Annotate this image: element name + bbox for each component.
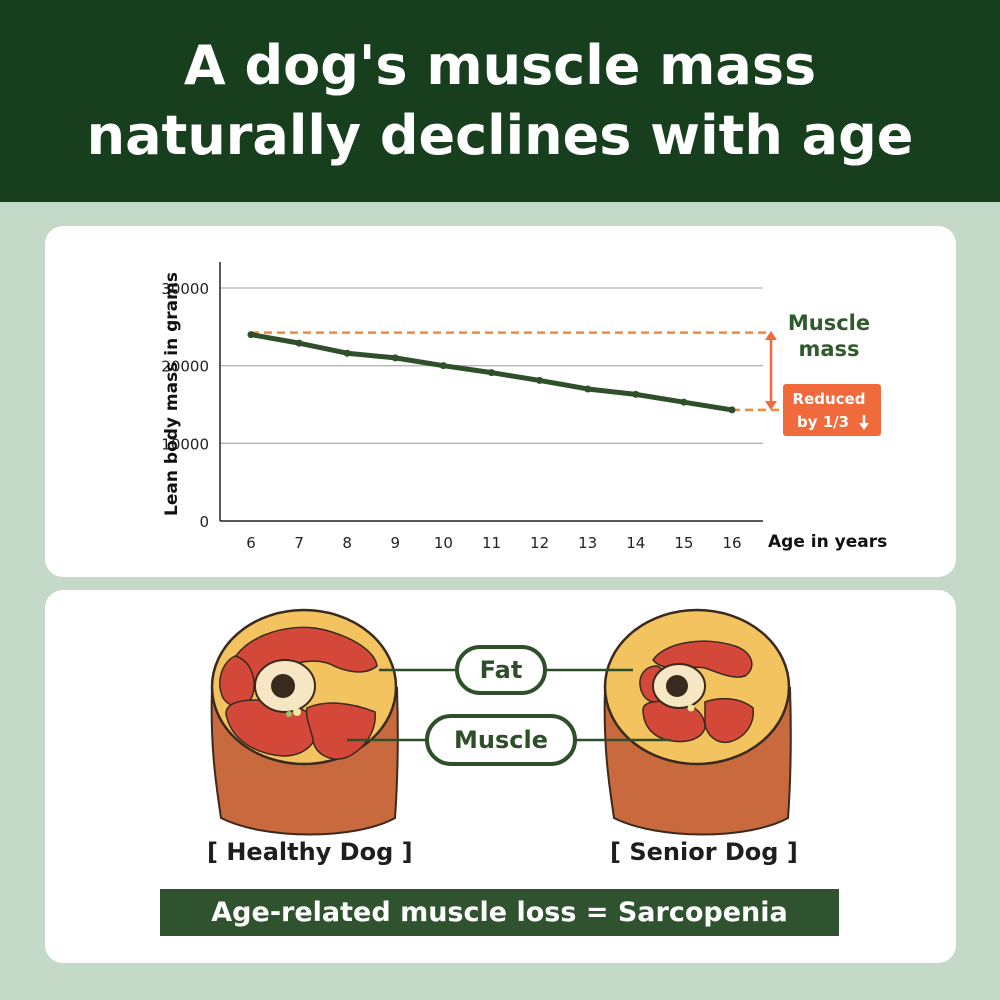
muscle-label: Muscle: [425, 714, 577, 766]
leg-cross-sections: [210, 608, 792, 836]
x-tick-label-9: 9: [391, 534, 401, 552]
reduced-badge: [783, 384, 881, 436]
double-arrow-icon: [765, 331, 777, 410]
senior-leg-section: [603, 608, 792, 836]
y-tick-label-20000: 20000: [161, 358, 209, 376]
x-tick-label-8: 8: [342, 534, 352, 552]
annotation-muscle-label-line2: mass: [798, 337, 859, 361]
data-point-13: [584, 385, 592, 393]
axis-layer: [219, 262, 763, 522]
line-chart: 0 10000 20000 30000 6 7 8 9 10 11 12 13 14 15 16 Lean …: [161, 262, 887, 552]
title-line-1: A dog's muscle mass: [183, 34, 817, 97]
data-point-7: [295, 339, 303, 347]
x-tick-label-14: 14: [626, 534, 645, 552]
x-tick-label-15: 15: [674, 534, 693, 552]
data-point-12: [536, 376, 544, 384]
x-tick-label-11: 11: [482, 534, 501, 552]
data-point-14: [632, 390, 640, 398]
data-point-15: [680, 398, 688, 406]
down-arrow-icon: [859, 415, 869, 430]
header-banner: A dog's muscle mass naturally declines w…: [0, 0, 1000, 202]
x-tick-label-16: 16: [722, 534, 741, 552]
y-axis-title: Lean body mass in grams: [162, 272, 182, 516]
y-tick-label-10000: 10000: [161, 435, 209, 453]
x-tick-label-10: 10: [434, 534, 453, 552]
senior-dog-caption: [ Senior Dog ]: [610, 838, 798, 866]
healthy-leg-section: [210, 608, 399, 836]
guide-layer: [251, 331, 783, 412]
data-point-16: [728, 406, 736, 414]
grid-layer: [220, 287, 763, 444]
x-tick-label-6: 6: [246, 534, 256, 552]
chart-card: 0 10000 20000 30000 6 7 8 9 10 11 12 13 14 15 16 Lean …: [45, 226, 956, 577]
y-tick-label-30000: 30000: [161, 280, 209, 298]
data-point-11: [488, 369, 495, 377]
data-point-9: [391, 354, 399, 362]
title-line-2: naturally declines with age: [86, 104, 914, 167]
x-axis-title: Age in years: [768, 532, 887, 552]
label-layer: 0 10000 20000 30000 6 7 8 9 10 11 12 13 14 15 16: [161, 280, 741, 552]
x-tick-label-13: 13: [578, 534, 597, 552]
badge-text-line1: Reduced: [793, 390, 866, 408]
fat-label: Fat: [455, 645, 547, 695]
data-point-8: [343, 349, 351, 357]
badge-text-line2: by 1/3: [797, 413, 849, 431]
series-layer: [247, 331, 736, 414]
sarcopenia-banner: Age-related muscle loss = Sarcopenia: [160, 889, 839, 936]
y-tick-label-0: 0: [199, 513, 209, 531]
data-point-10: [439, 362, 447, 370]
healthy-dog-caption: [ Healthy Dog ]: [207, 838, 413, 866]
illustration-card: Fat Muscle [ Healthy Dog ] [ Senior Dog …: [45, 590, 956, 963]
x-tick-label-7: 7: [294, 534, 304, 552]
x-tick-label-12: 12: [530, 534, 549, 552]
annotation-muscle-label-line1: Muscle: [788, 311, 870, 335]
data-point-6: [247, 331, 255, 339]
